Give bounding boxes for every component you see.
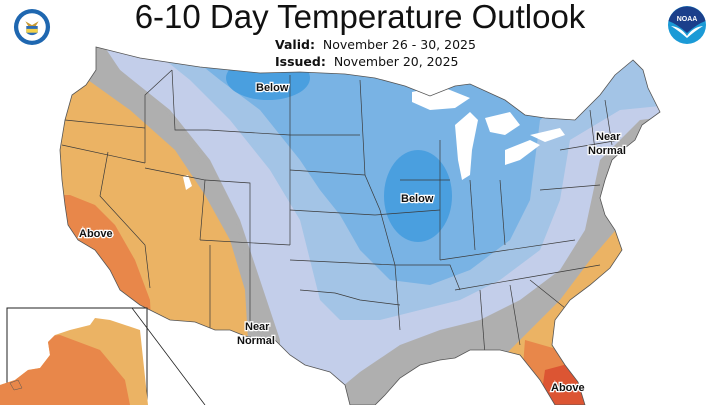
label-normal-southwest: Normal [237, 335, 275, 347]
label-above-florida: Above [551, 382, 585, 394]
page-title: 6-10 Day Temperature Outlook [134, 0, 586, 35]
label-normal-northeast: Normal [588, 145, 626, 157]
label-above-california: Above [79, 228, 113, 240]
state-borders [61, 69, 621, 356]
alaska-inset [0, 307, 206, 405]
valid-label: Valid: [275, 37, 315, 52]
conus-outline [59, 46, 661, 405]
label-near-northeast: Near [596, 131, 621, 143]
issued-value: November 20, 2025 [333, 54, 459, 69]
valid-value: November 26 - 30, 2025 [322, 37, 476, 52]
noaa-logo-icon: NOAA [668, 6, 706, 44]
label-below-north: Below [256, 82, 289, 94]
svg-text:NOAA: NOAA [677, 16, 698, 23]
label-below-midwest: Below [401, 193, 434, 205]
commerce-seal-icon [13, 8, 51, 46]
label-near-southwest: Near [245, 321, 270, 333]
issued-date: Issued: November 20, 2025 [275, 54, 458, 69]
issued-label: Issued: [275, 54, 326, 69]
valid-dates: Valid: November 26 - 30, 2025 [275, 37, 476, 52]
